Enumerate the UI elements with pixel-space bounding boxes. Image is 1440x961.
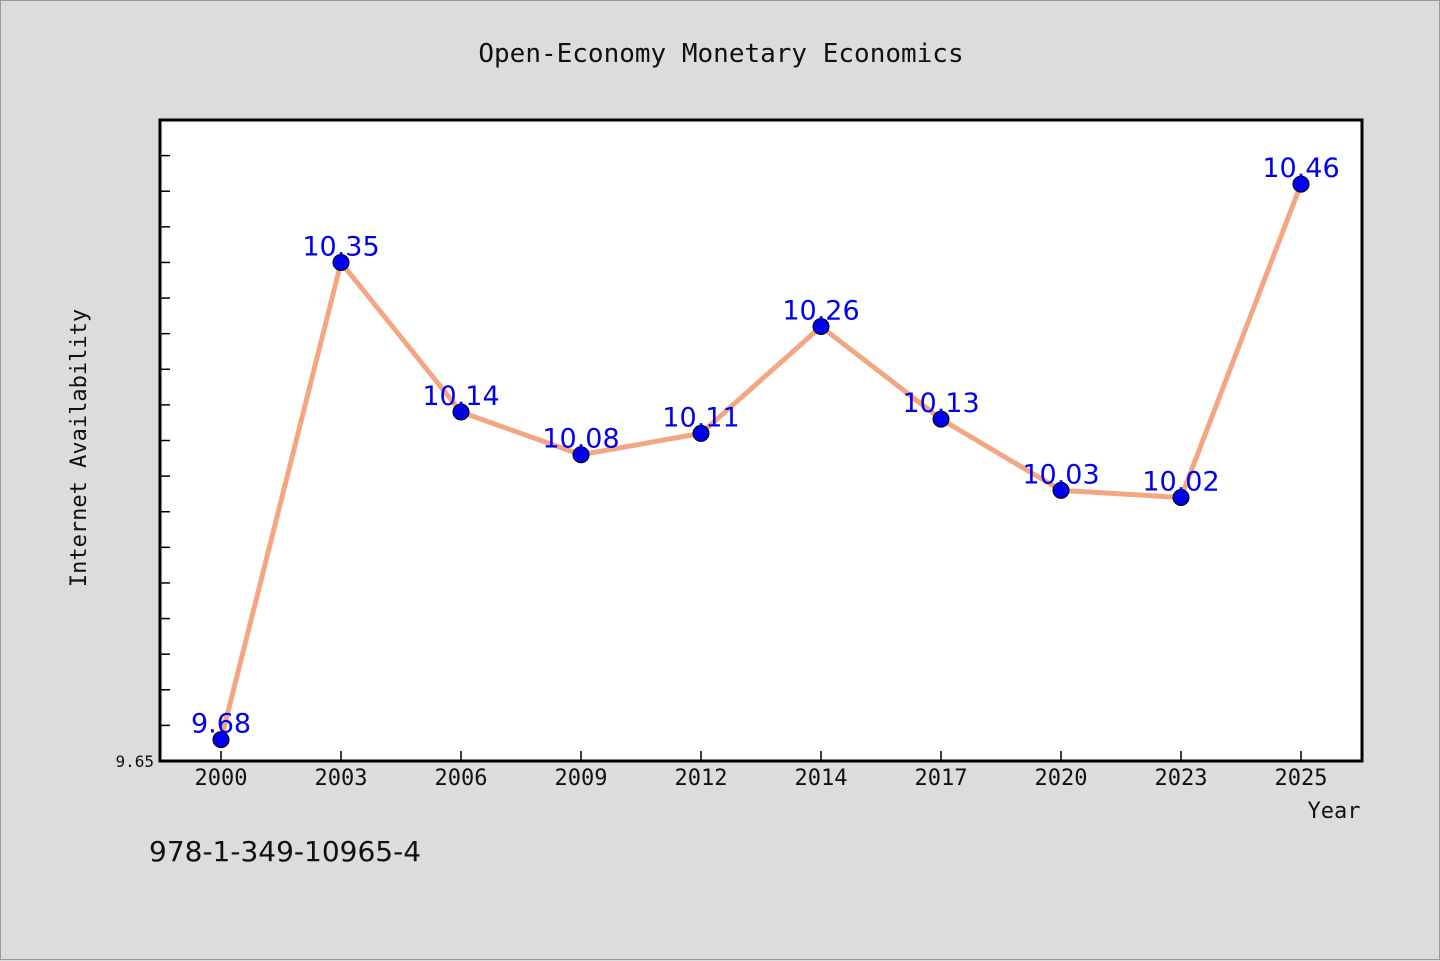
data-label: 10.08 [542, 424, 619, 455]
x-tick-label: 2017 [915, 766, 968, 791]
data-point [932, 410, 950, 428]
data-label: 10.46 [1262, 153, 1339, 184]
x-tick-label: 2025 [1275, 766, 1328, 791]
data-point [812, 318, 830, 336]
data-point [212, 731, 230, 749]
x-tick-label: 2014 [795, 766, 848, 791]
x-tick-label: 2012 [675, 766, 728, 791]
data-label: 10.26 [782, 296, 859, 327]
data-point [1292, 175, 1310, 193]
y-axis-ticks: 9.65 [115, 154, 170, 771]
data-label: 10.14 [422, 381, 499, 412]
data-label: 10.02 [1142, 466, 1219, 497]
data-point [332, 253, 350, 271]
isbn-footer: 978-1-349-10965-4 [149, 835, 422, 868]
data-point [692, 424, 710, 442]
data-point [572, 446, 590, 464]
x-tick-label: 2003 [315, 766, 368, 791]
data-point [452, 403, 470, 421]
series-line [218, 183, 1304, 741]
data-label: 10.03 [1022, 459, 1099, 490]
x-tick-label: 2009 [555, 766, 608, 791]
data-label: 9.68 [191, 709, 251, 740]
chart-title: Open-Economy Monetary Economics [478, 39, 963, 69]
x-tick-label: 2000 [195, 766, 248, 791]
x-axis-ticks: 2000 2003 2006 2009 2012 2014 2017 2020 2023 2025 [195, 751, 1328, 791]
x-tick-label: 2020 [1035, 766, 1088, 791]
x-tick-label: 2006 [435, 766, 488, 791]
plot-area [158, 118, 1364, 763]
y-axis-label: Internet Availability [67, 309, 92, 587]
data-label: 10.35 [302, 231, 379, 262]
y-tick-label: 9.65 [115, 752, 154, 771]
data-label: 10.11 [662, 402, 739, 433]
x-axis-label: Year [1308, 799, 1361, 824]
x-tick-label: 2023 [1155, 766, 1208, 791]
data-point [1052, 481, 1070, 499]
data-markers [212, 175, 1310, 749]
data-label: 10.13 [902, 388, 979, 419]
data-point [1172, 488, 1190, 506]
data-labels: 9.68 10.35 10.14 10.08 10.11 10.26 10.13 10.03 1… [191, 153, 1340, 740]
